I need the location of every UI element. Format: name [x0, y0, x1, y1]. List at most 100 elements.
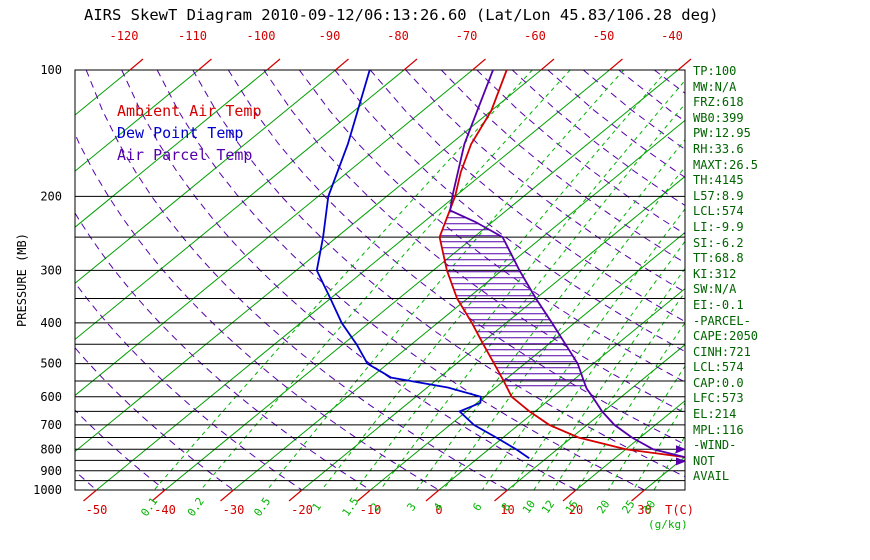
stat-line: EL:214	[693, 407, 737, 422]
cape-hatch-region	[440, 211, 586, 387]
stat-line: -WIND-	[693, 438, 737, 453]
isotherm-line	[164, 70, 679, 490]
top-temp-tick	[198, 58, 212, 71]
stat-line: SI:-6.2	[693, 235, 744, 250]
isotherm-line	[301, 175, 685, 490]
stat-line: SW:N/A	[693, 282, 737, 297]
legend-parcel: Air Parcel Temp	[117, 146, 252, 164]
pressure-tick-label: 900	[40, 464, 62, 478]
isotherm-line	[438, 287, 685, 490]
top-temp-tick-label: -90	[319, 29, 341, 43]
mixing-ratio-line	[379, 103, 685, 490]
temp-curve	[438, 70, 685, 458]
mixing-ratio-label: 1.5	[340, 495, 362, 519]
bottom-temp-tick-label: -20	[291, 503, 313, 517]
stat-line: CINH:721	[693, 344, 751, 359]
top-temp-tick-label: -100	[247, 29, 276, 43]
dry-adiabat-line	[476, 70, 685, 235]
pressure-tick-label: 400	[40, 316, 62, 330]
mixing-ratio-label: 6	[470, 501, 484, 514]
mixing-ratio-line	[510, 240, 685, 490]
top-temp-tick	[335, 58, 349, 71]
mixing-ratio-label: 30	[640, 498, 658, 516]
mixing-ratio-line	[200, 70, 571, 490]
top-temp-tick	[403, 58, 418, 71]
isotherm-line	[575, 400, 685, 490]
dry-adiabat-line	[440, 70, 685, 264]
mixing-ratio-line	[533, 267, 685, 490]
isotherm-line	[75, 70, 336, 284]
stat-line: TT:68.8	[693, 251, 744, 266]
bottom-temp-tick	[288, 489, 303, 502]
mixing-ratio-label: 3	[404, 501, 418, 514]
chart-title: AIRS SkewT Diagram 2010-09-12/06:13:26.6…	[84, 6, 719, 24]
stat-line: WB0:399	[693, 110, 744, 125]
stat-line: LI:-9.9	[693, 219, 744, 234]
isotherm-line	[96, 70, 610, 490]
pressure-tick-label: 200	[40, 189, 62, 203]
mixing-unit-label: (g/kg)	[648, 518, 688, 531]
dry-adiabat-line	[369, 70, 685, 323]
stat-line: FRZ:618	[693, 95, 744, 110]
stat-line: KI:312	[693, 266, 737, 281]
pressure-axis-label: PRESSURE (MB)	[15, 233, 29, 327]
mixing-ratio-label: 20	[594, 498, 612, 516]
stat-line: TH:4145	[693, 173, 744, 188]
top-temp-tick	[609, 58, 623, 71]
top-temp-tick-label: -50	[593, 29, 615, 43]
pressure-tick-label: 300	[40, 263, 62, 277]
mixing-ratio-label: 15	[563, 498, 581, 516]
pressure-tick-label: 700	[40, 418, 62, 432]
pressure-tick-label: 800	[40, 442, 62, 456]
stat-line: LFC:573	[693, 391, 744, 406]
bottom-temp-tick	[631, 489, 645, 502]
bottom-temp-tick	[357, 489, 371, 502]
bottom-temp-tick	[151, 489, 166, 502]
mixing-ratio-label: 10	[520, 498, 538, 516]
isotherm-line	[75, 70, 268, 228]
parcel-curve	[449, 70, 685, 458]
bottom-temp-tick-label: -30	[223, 503, 245, 517]
bottom-temp-tick	[83, 489, 97, 502]
stat-line: MW:N/A	[693, 79, 737, 94]
legend-dewpoint: Dew Point Temp	[117, 124, 243, 142]
pressure-tick-label: 600	[40, 390, 62, 404]
stat-line: MPL:116	[693, 422, 744, 437]
mixing-ratio-label: 0.5	[251, 495, 273, 519]
bottom-temp-tick	[220, 489, 234, 502]
pressure-tick-label: 500	[40, 357, 62, 371]
stat-line: PW:12.95	[693, 126, 751, 141]
bottom-temp-tick-label: 30	[637, 503, 651, 517]
mixing-ratio-line	[653, 435, 685, 490]
bottom-temp-tick-label: 10	[500, 503, 514, 517]
isotherm-line	[75, 70, 473, 397]
mixing-ratio-label: 12	[539, 498, 557, 516]
dry-adiabat-line	[334, 70, 685, 353]
top-temp-tick	[540, 58, 555, 71]
isotherm-line	[75, 70, 199, 172]
legend-temp: Ambient Air Temp	[117, 102, 262, 120]
stat-line: LCL:574	[693, 204, 744, 219]
mixing-ratio-label: 0.2	[185, 495, 207, 519]
top-temp-tick-label: -40	[661, 29, 683, 43]
top-temp-tick-label: -110	[178, 29, 207, 43]
stat-line: -PARCEL-	[693, 313, 751, 328]
stat-line: CAPE:2050	[693, 329, 759, 344]
dry-adiabat-line	[75, 132, 440, 490]
bottom-temp-tick-label: 20	[569, 503, 583, 517]
top-temp-tick-label: -120	[110, 29, 139, 43]
top-temp-tick	[266, 58, 281, 71]
isotherm-line	[75, 70, 542, 453]
top-temp-tick	[472, 58, 486, 71]
bottom-temp-tick-label: -40	[154, 503, 176, 517]
stat-line: LCL:574	[693, 360, 744, 375]
isotherm-line	[370, 231, 685, 490]
edge-arrow-marker	[676, 457, 686, 466]
top-temp-tick	[129, 58, 144, 71]
edge-arrow-marker	[676, 445, 686, 454]
stat-line: RH:33.6	[693, 141, 744, 156]
dewpoint-curve	[315, 70, 530, 459]
stat-line: EI:-0.1	[693, 297, 744, 312]
